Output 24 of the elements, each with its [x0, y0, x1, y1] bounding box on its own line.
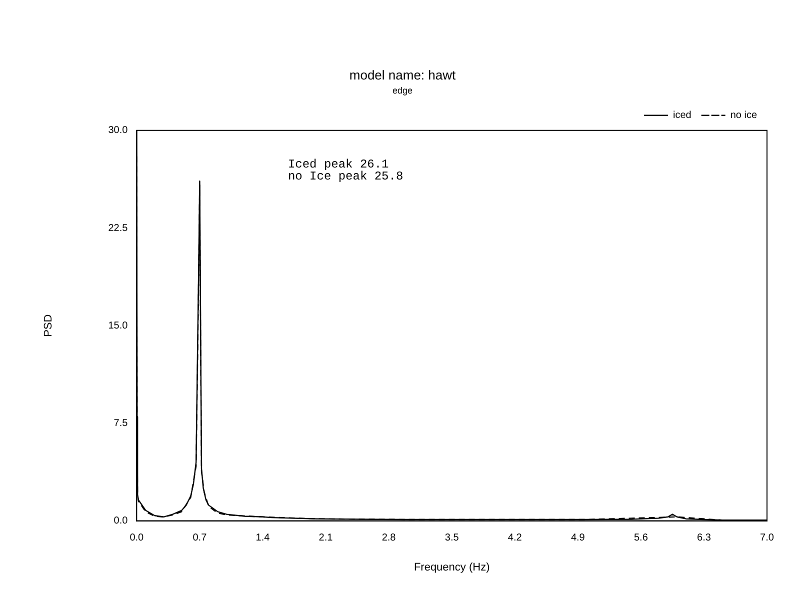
- y-tick-label: 7.5: [114, 418, 128, 429]
- x-tick-label: 1.4: [256, 532, 270, 544]
- chart-title: model name: hawt: [349, 67, 456, 82]
- x-axis-title: Frequency (Hz): [414, 561, 490, 574]
- y-tick-label: 22.5: [108, 222, 128, 234]
- x-tick-label: 6.3: [697, 532, 712, 544]
- x-tick-label: 0.0: [130, 532, 144, 544]
- x-tick-label: 2.1: [318, 532, 334, 544]
- annotation: Iced peak 26.1: [288, 158, 389, 172]
- x-tick-label: 7.0: [760, 532, 774, 544]
- y-axis-title: PSD: [42, 314, 55, 337]
- legend-label: no ice: [730, 110, 758, 122]
- x-tick-label: 2.8: [382, 532, 396, 544]
- x-tick-label: 4.2: [508, 532, 522, 544]
- y-tick-label: 0.0: [114, 516, 128, 527]
- chart-subtitle: edge: [392, 85, 413, 96]
- y-tick-label: 15.0: [108, 320, 128, 332]
- x-tick-label: 5.6: [634, 532, 648, 544]
- legend-label: iced: [672, 110, 692, 122]
- x-tick-label: 0.7: [192, 532, 208, 544]
- annotation: no Ice peak 25.8: [288, 170, 404, 184]
- x-tick-label: 3.5: [444, 532, 460, 544]
- y-tick-label: 30.0: [108, 125, 128, 136]
- x-tick-label: 4.9: [570, 532, 586, 544]
